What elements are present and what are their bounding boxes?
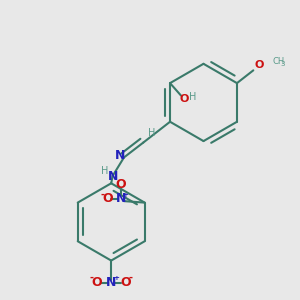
Text: H: H <box>189 92 197 102</box>
Text: H: H <box>101 167 108 176</box>
Text: O: O <box>179 94 189 103</box>
Text: -: - <box>100 190 104 200</box>
Text: N: N <box>115 148 125 162</box>
Text: O: O <box>116 178 126 191</box>
Text: -: - <box>90 273 94 283</box>
Text: O: O <box>255 60 264 70</box>
Text: N: N <box>106 276 116 290</box>
Text: -: - <box>129 273 133 283</box>
Text: N: N <box>108 170 119 183</box>
Text: O: O <box>102 192 113 205</box>
Text: O: O <box>120 276 131 290</box>
Text: +: + <box>122 192 128 198</box>
Text: O: O <box>92 276 102 290</box>
Text: +: + <box>113 275 119 281</box>
Text: N: N <box>116 192 126 205</box>
Text: H: H <box>148 128 155 138</box>
Text: CH: CH <box>272 57 284 66</box>
Text: 3: 3 <box>280 61 285 68</box>
